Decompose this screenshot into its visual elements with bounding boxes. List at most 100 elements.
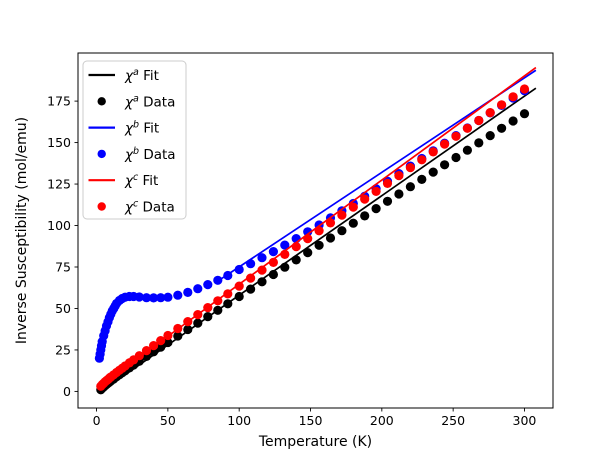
data-point	[257, 253, 267, 263]
data-point	[163, 330, 173, 341]
data-point	[213, 296, 223, 306]
data-point	[382, 178, 393, 188]
data-point	[234, 281, 244, 291]
x-tick-label: 200	[370, 413, 394, 428]
data-point	[303, 234, 313, 244]
data-point	[203, 312, 213, 322]
y-tick-label: 100	[47, 218, 71, 233]
data-point	[193, 284, 203, 294]
data-point	[268, 269, 278, 280]
data-point	[268, 257, 278, 267]
x-tick-label: 100	[227, 413, 251, 428]
data-point	[348, 218, 358, 228]
data-point	[360, 211, 370, 221]
data-point	[440, 160, 450, 170]
data-point	[417, 174, 427, 184]
data-point	[234, 291, 244, 302]
data-point	[348, 202, 358, 212]
data-point	[183, 287, 193, 297]
y-tick-label: 25	[55, 342, 71, 357]
y-tick-label: 125	[47, 177, 71, 192]
data-point	[183, 324, 193, 335]
data-series-chi_c_data	[96, 84, 530, 391]
data-point	[462, 145, 472, 155]
x-tick-label: 50	[160, 413, 176, 428]
data-point	[234, 264, 244, 275]
plot-border	[77, 52, 554, 409]
data-point	[163, 337, 173, 348]
legend: χa Fit χa Data χb Fit χb Data χc Fit χc Data	[82, 60, 187, 220]
legend-item-chi-b-fit: χb Fit	[88, 120, 159, 137]
data-point	[149, 293, 159, 303]
y-tick-label: 175	[47, 94, 71, 109]
data-point	[246, 284, 256, 294]
data-point	[417, 155, 427, 165]
data-point	[280, 262, 290, 272]
data-point	[314, 240, 324, 250]
data-point	[497, 123, 507, 133]
data-point	[156, 293, 166, 303]
legend-box	[82, 60, 187, 220]
legend-item-chi-c-fit: χc Fit	[88, 172, 158, 189]
y-axis: 0 25 50 75 100 125 150 175	[47, 94, 78, 399]
data-point	[497, 100, 507, 110]
data-point	[303, 227, 313, 237]
data-point	[508, 116, 518, 126]
data-point	[508, 92, 518, 102]
data-point	[141, 346, 152, 356]
data-point	[223, 299, 233, 309]
legend-item-chi-c-data: χc Data	[97, 199, 175, 216]
data-point	[382, 196, 393, 206]
data-point	[173, 331, 183, 341]
data-point	[173, 323, 183, 334]
data-point	[149, 341, 159, 351]
data-point	[519, 84, 530, 94]
data-point	[405, 182, 415, 192]
x-tick-label: 250	[441, 413, 465, 428]
y-tick-label: 50	[55, 301, 71, 316]
y-tick-label: 0	[63, 384, 71, 399]
legend-item-chi-b-data: χb Data	[97, 146, 176, 163]
data-point	[371, 186, 381, 196]
data-point	[462, 123, 472, 133]
data-point	[337, 210, 347, 220]
x-tick-label: 150	[299, 413, 323, 428]
data-point	[183, 317, 193, 327]
series-layer	[94, 66, 537, 395]
x-tick-label: 300	[513, 413, 537, 428]
legend-dot-swatch	[97, 202, 106, 211]
data-point	[485, 131, 495, 141]
data-point	[257, 277, 267, 287]
data-point	[268, 247, 278, 257]
data-point	[257, 265, 267, 275]
data-point	[134, 292, 144, 302]
data-point	[280, 240, 290, 250]
legend-dot-swatch	[97, 97, 106, 106]
data-point	[246, 259, 256, 269]
data-point	[246, 273, 256, 283]
data-point	[325, 233, 336, 243]
data-point	[223, 270, 233, 281]
data-point	[394, 189, 404, 199]
legend-label: χc Fit	[124, 172, 158, 189]
data-point	[474, 138, 484, 148]
legend-item-chi-a-data: χa Data	[97, 93, 175, 110]
legend-label: χb Fit	[124, 120, 159, 137]
data-point	[163, 292, 173, 302]
legend-label: χc Data	[124, 199, 175, 216]
data-point	[519, 109, 530, 119]
data-point	[280, 249, 290, 259]
legend-label: χa Data	[124, 93, 175, 110]
data-point	[360, 194, 370, 204]
x-axis: 0 50 100 150 200 250 300	[93, 408, 537, 428]
y-axis-label: Inverse Susceptibility (mol/emu)	[14, 117, 30, 344]
data-point	[405, 163, 415, 173]
data-point	[485, 108, 495, 118]
data-point	[291, 242, 301, 252]
data-point	[337, 226, 347, 236]
legend-label: χa Fit	[124, 67, 159, 84]
data-point	[156, 342, 166, 352]
data-point	[193, 310, 203, 320]
